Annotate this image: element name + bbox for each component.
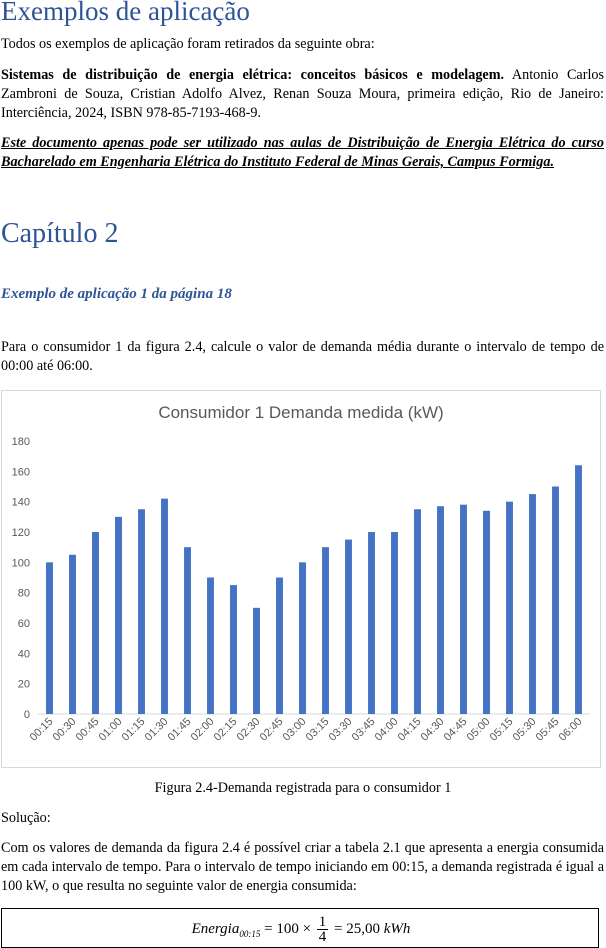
x-tick-label: 05:30 bbox=[511, 716, 539, 744]
x-tick-label: 01:00 bbox=[97, 716, 125, 744]
bar-0145 bbox=[184, 547, 191, 714]
x-tick-label: 04:30 bbox=[419, 716, 447, 744]
page-heading: Exemplos de aplicação bbox=[1, 0, 250, 26]
y-tick-label: 100 bbox=[12, 557, 30, 569]
x-tick-label: 05:15 bbox=[488, 716, 516, 744]
x-tick-label: 04:00 bbox=[373, 716, 401, 744]
bar-0215 bbox=[230, 585, 237, 714]
equation-rhs: = 25,00 bbox=[334, 920, 384, 937]
bar-0115 bbox=[138, 509, 145, 714]
x-tick-label: 03:30 bbox=[327, 716, 355, 744]
x-tick-label: 02:45 bbox=[258, 716, 286, 744]
y-tick-label: 0 bbox=[24, 709, 30, 721]
equation-lhs-sub: 00:15 bbox=[239, 928, 261, 939]
bar-0330 bbox=[345, 539, 352, 714]
y-tick-label: 60 bbox=[18, 618, 30, 630]
y-tick-label: 80 bbox=[18, 588, 30, 600]
bar-0400 bbox=[391, 532, 398, 714]
bar-0500 bbox=[483, 510, 490, 714]
chart-svg: Consumidor 1 Demanda medida (kW) 0 20 40 60 8… bbox=[12, 403, 590, 744]
bar-0200 bbox=[207, 577, 214, 714]
solution-label: Solução: bbox=[1, 810, 51, 826]
x-tick-label: 06:00 bbox=[557, 716, 585, 744]
y-tick-label: 120 bbox=[12, 527, 30, 539]
equation-lhs: Energia bbox=[191, 920, 240, 937]
equation-middle: = 100 × bbox=[264, 920, 312, 937]
x-tick-label: 02:00 bbox=[189, 716, 217, 744]
x-tick-label: 03:15 bbox=[304, 716, 332, 744]
x-tick-label: 02:30 bbox=[235, 716, 263, 744]
bar-0100 bbox=[115, 516, 122, 714]
chart-title: Consumidor 1 Demanda medida (kW) bbox=[158, 403, 443, 422]
bar-0130 bbox=[161, 498, 168, 714]
bar-0230 bbox=[253, 607, 260, 714]
reference-details: Antonio Carlos Zambroni de Souza, Cristi… bbox=[1, 67, 605, 121]
x-tick-label: 00:45 bbox=[74, 716, 102, 744]
demand-chart: Consumidor 1 Demanda medida (kW) 0 20 40 60 8… bbox=[1, 390, 601, 768]
y-tick-label: 180 bbox=[12, 436, 30, 448]
problem-statement: Para o consumidor 1 da figura 2.4, calcu… bbox=[1, 339, 604, 374]
bar-0015 bbox=[46, 562, 53, 714]
bar-0445 bbox=[460, 504, 467, 714]
y-tick-label: 160 bbox=[12, 466, 30, 478]
reference-paragraph: Sistemas de distribuição de energia elét… bbox=[1, 66, 604, 123]
x-tick-label: 00:15 bbox=[28, 716, 56, 744]
fraction-numerator: 1 bbox=[316, 914, 329, 930]
x-tick-label: 05:45 bbox=[534, 716, 562, 744]
x-tick-label: 03:00 bbox=[281, 716, 309, 744]
bar-0345 bbox=[368, 532, 375, 714]
x-tick-label: 01:30 bbox=[143, 716, 171, 744]
x-tick-label: 01:15 bbox=[120, 716, 148, 744]
chapter-heading: Capítulo 2 bbox=[1, 218, 119, 249]
bar-0430 bbox=[437, 506, 444, 714]
bar-0030 bbox=[69, 554, 76, 714]
bar-0045 bbox=[92, 532, 99, 714]
intro-text: Todos os exemplos de aplicação foram ret… bbox=[1, 36, 375, 52]
y-tick-label: 140 bbox=[12, 497, 30, 509]
x-tick-label: 01:45 bbox=[166, 716, 194, 744]
solution-text: Com os valores de demanda da figura 2.4 … bbox=[1, 840, 604, 894]
bar-0530 bbox=[529, 494, 536, 714]
equation-unit: kWh bbox=[383, 920, 411, 937]
bar-0415 bbox=[414, 509, 421, 714]
x-tick-label: 00:30 bbox=[51, 716, 79, 744]
bar-0245 bbox=[276, 577, 283, 714]
figure-caption: Figura 2.4-Demanda registrada para o con… bbox=[154, 780, 452, 796]
bar-0545 bbox=[552, 486, 559, 714]
x-tick-label: 02:15 bbox=[212, 716, 240, 744]
y-tick-label: 40 bbox=[18, 648, 30, 660]
bar-0515 bbox=[506, 501, 513, 714]
x-tick-label: 03:45 bbox=[350, 716, 378, 744]
bar-0300 bbox=[299, 562, 306, 714]
y-tick-label: 20 bbox=[18, 679, 30, 691]
bar-0315 bbox=[322, 547, 329, 714]
bar-0600 bbox=[575, 465, 582, 714]
reference-title: Sistemas de distribuição de energia elét… bbox=[1, 67, 505, 83]
x-tick-label: 04:15 bbox=[396, 716, 424, 744]
usage-notice: Este documento apenas pode ser utilizado… bbox=[1, 135, 604, 170]
x-tick-label: 05:00 bbox=[465, 716, 493, 744]
x-tick-label: 04:45 bbox=[442, 716, 470, 744]
example-heading: Exemplo de aplicação 1 da página 18 bbox=[1, 286, 232, 302]
fraction-denominator: 4 bbox=[318, 929, 327, 945]
